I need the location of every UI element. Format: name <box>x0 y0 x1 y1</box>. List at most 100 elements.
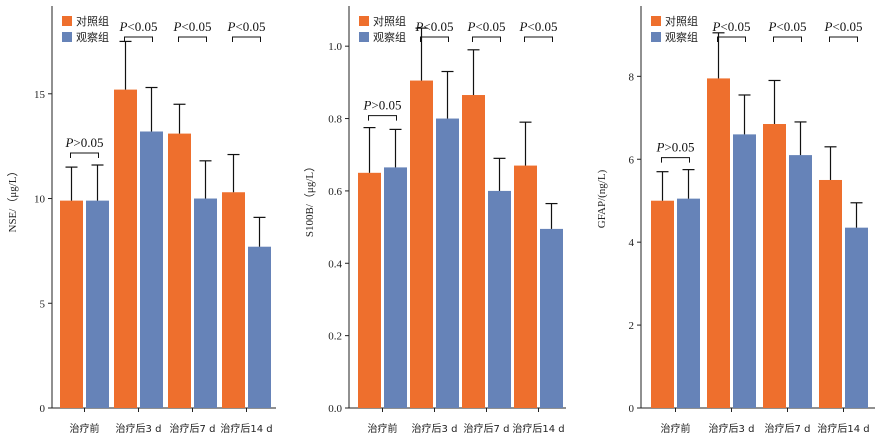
significance-bracket <box>773 36 802 42</box>
bar-observation-3 <box>845 227 868 408</box>
bar-observation-0 <box>677 198 700 408</box>
p-value-text: >0.05 <box>73 135 103 150</box>
bar-observation-2 <box>194 198 217 408</box>
bar-control-1 <box>114 89 137 408</box>
p-value-text: <0.05 <box>235 19 265 34</box>
p-symbol: P <box>518 19 527 34</box>
panel-s100b: 0.0 0.2 0.4 0.6 0.8 1.0 S100B/（μg/L） 治疗前 P>0.05 治… <box>296 0 593 444</box>
bar-control-0 <box>651 200 674 408</box>
legend-swatch-observation <box>359 32 369 42</box>
p-value-annotation: P>0.05 <box>655 140 694 155</box>
legend-label-control: 对照组 <box>76 14 109 28</box>
legend-swatch-control <box>651 16 661 26</box>
y-tick-label: 0.0 <box>328 403 342 415</box>
bar-control-0 <box>358 172 381 408</box>
x-tick-label: 治疗后7 d <box>765 422 811 435</box>
significance-bracket <box>661 157 690 163</box>
x-tick-label: 治疗后3 d <box>412 422 458 435</box>
p-value-text: <0.05 <box>832 19 862 34</box>
chart-s100b: 0.00.20.40.60.81.0S100B/（μg/L）治疗前P>0.05治… <box>303 6 566 435</box>
p-symbol: P <box>118 19 127 34</box>
x-tick-label: 治疗后7 d <box>170 422 216 435</box>
bar-observation-1 <box>436 118 459 408</box>
p-value-annotation: P>0.05 <box>64 135 103 150</box>
bar-control-3 <box>514 165 537 408</box>
significance-bracket <box>178 36 207 42</box>
p-symbol: P <box>823 19 832 34</box>
bar-observation-2 <box>789 155 812 408</box>
legend-label-control: 对照组 <box>373 14 406 28</box>
legend-label-control: 对照组 <box>665 14 698 28</box>
bar-observation-3 <box>540 228 563 408</box>
p-value-annotation: P<0.05 <box>711 19 750 34</box>
p-value-annotation: P<0.05 <box>118 19 157 34</box>
y-axis-label: NSE/（μg/L） <box>6 165 19 232</box>
legend-label-observation: 观察组 <box>665 30 698 44</box>
x-tick-label: 治疗后14 d <box>220 422 272 435</box>
p-symbol: P <box>466 19 475 34</box>
y-tick-label: 8 <box>629 71 635 83</box>
y-tick-label: 4 <box>629 237 635 249</box>
y-tick-label: 2 <box>629 320 635 332</box>
p-symbol: P <box>226 19 235 34</box>
p-symbol: P <box>64 135 73 150</box>
bar-control-2 <box>462 95 485 408</box>
bar-observation-0 <box>384 167 407 408</box>
y-axis-label: GFAP/(ng/L) <box>596 169 608 228</box>
p-value-text: <0.05 <box>423 19 453 34</box>
p-symbol: P <box>711 19 720 34</box>
x-tick-label: 治疗后3 d <box>116 422 162 435</box>
panel-gfap: 0 2 4 6 8 GFAP/(ng/L) 治疗前 P>0.05 治疗后3 d P<0.05 治疗后… <box>593 0 890 444</box>
x-tick-label: 治疗后7 d <box>464 422 510 435</box>
p-symbol: P <box>414 19 423 34</box>
significance-bracket <box>524 36 553 42</box>
p-value-text: <0.05 <box>776 19 806 34</box>
p-value-annotation: P<0.05 <box>226 19 265 34</box>
legend-swatch-control <box>359 16 369 26</box>
bar-observation-1 <box>733 134 756 408</box>
bar-control-2 <box>168 133 191 408</box>
significance-bracket <box>829 36 858 42</box>
x-tick-label: 治疗后14 d <box>512 422 564 435</box>
legend-swatch-control <box>62 16 72 26</box>
significance-bracket <box>368 115 397 121</box>
x-tick-label: 治疗前 <box>70 422 100 435</box>
p-symbol: P <box>172 19 181 34</box>
x-tick-label: 治疗后3 d <box>709 422 755 435</box>
bar-observation-0 <box>86 200 109 408</box>
legend-swatch-observation <box>62 32 72 42</box>
p-value-text: <0.05 <box>475 19 505 34</box>
y-tick-label: 0.4 <box>328 258 342 270</box>
bar-control-0 <box>60 200 83 408</box>
significance-bracket <box>124 36 153 42</box>
bar-observation-1 <box>140 131 163 408</box>
p-value-annotation: P<0.05 <box>466 19 505 34</box>
y-axis-label: S100B/（μg/L） <box>303 161 316 237</box>
p-value-text: <0.05 <box>181 19 211 34</box>
legend-label-observation: 观察组 <box>76 30 109 44</box>
legend-label-observation: 观察组 <box>373 30 406 44</box>
x-tick-label: 治疗后14 d <box>817 422 869 435</box>
legend-swatch-observation <box>651 32 661 42</box>
p-value-annotation: P<0.05 <box>767 19 806 34</box>
significance-bracket <box>717 36 746 42</box>
y-tick-label: 0.2 <box>328 331 342 343</box>
y-tick-label: 1.0 <box>328 41 342 53</box>
bar-control-3 <box>222 192 245 408</box>
p-value-annotation: P<0.05 <box>414 19 453 34</box>
x-tick-label: 治疗前 <box>368 422 398 435</box>
p-symbol: P <box>362 98 371 113</box>
p-value-text: <0.05 <box>720 19 750 34</box>
y-tick-label: 0 <box>629 403 635 415</box>
significance-bracket <box>232 36 261 42</box>
y-tick-label: 0.8 <box>328 114 342 126</box>
y-tick-label: 15 <box>34 89 46 101</box>
p-value-annotation: P>0.05 <box>362 98 401 113</box>
p-value-annotation: P<0.05 <box>172 19 211 34</box>
y-tick-label: 5 <box>40 298 46 310</box>
x-tick-label: 治疗前 <box>661 422 691 435</box>
p-value-text: >0.05 <box>664 140 694 155</box>
p-value-text: <0.05 <box>527 19 557 34</box>
